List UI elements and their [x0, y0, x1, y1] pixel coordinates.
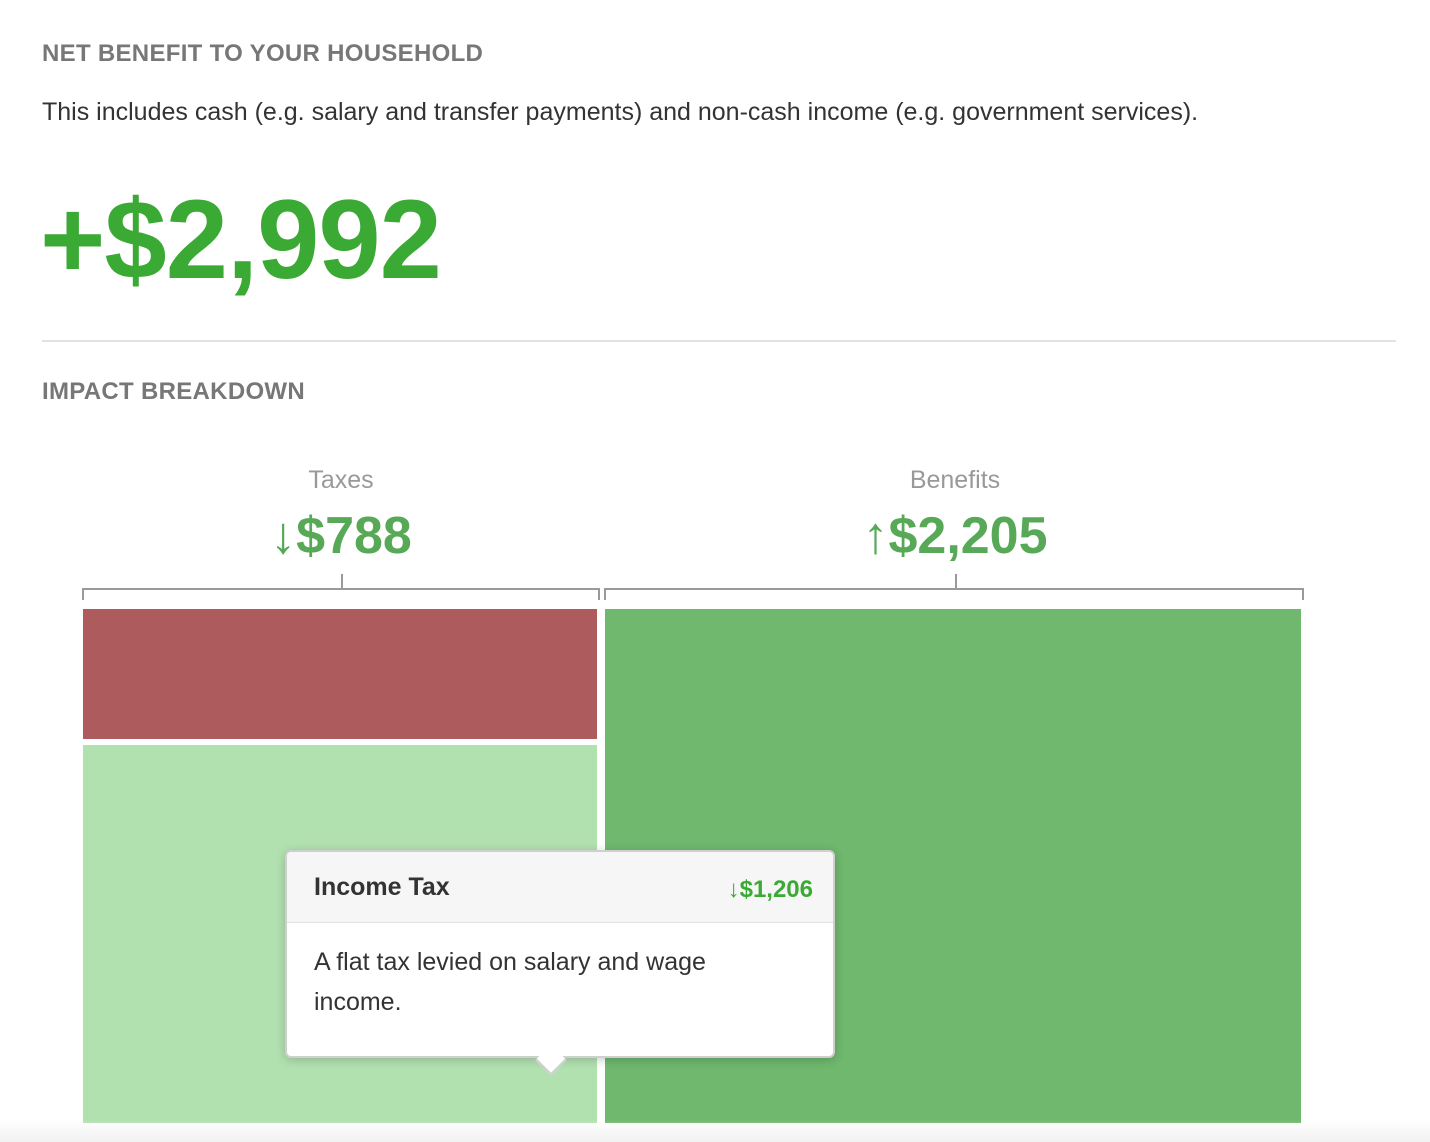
- benefits-bracket: [604, 588, 1304, 600]
- benefits-group-label: Benefits: [909, 466, 1001, 494]
- taxes-group-label: Taxes: [308, 466, 374, 494]
- tooltip-title: Income Tax: [314, 873, 450, 901]
- taxes-bracket: [82, 588, 600, 600]
- tooltip-description: A flat tax levied on salary and wage inc…: [314, 948, 706, 1016]
- tooltip-header: Income Tax ↓$1,206: [287, 852, 833, 923]
- tooltip-value: ↓$1,206: [728, 876, 813, 904]
- down-arrow-icon: ↓: [270, 507, 297, 565]
- down-arrow-icon: ↓: [727, 876, 740, 903]
- taxes-cell-0[interactable]: [83, 609, 597, 739]
- benefits-bracket-tick: [955, 574, 957, 588]
- impact-breakdown-heading: IMPACT BREAKDOWN: [42, 378, 305, 405]
- taxes-group-value: ↓$788: [270, 506, 412, 566]
- net-benefit-value: +$2,992: [40, 177, 442, 302]
- net-benefit-heading: NET BENEFIT TO YOUR HOUSEHOLD: [42, 40, 484, 67]
- taxes-group-amount: $788: [296, 507, 412, 565]
- bottom-fade: [0, 1120, 1430, 1142]
- benefits-group-amount: $2,205: [888, 507, 1048, 565]
- up-arrow-icon: ↑: [862, 507, 889, 565]
- net-benefit-description: This includes cash (e.g. salary and tran…: [42, 98, 1199, 126]
- tooltip-amount: $1,206: [739, 876, 813, 903]
- benefits-group-value: ↑$2,205: [862, 506, 1047, 566]
- treemap-tooltip: Income Tax ↓$1,206 A flat tax levied on …: [285, 850, 835, 1076]
- section-divider: [42, 340, 1396, 342]
- taxes-bracket-tick: [341, 574, 343, 588]
